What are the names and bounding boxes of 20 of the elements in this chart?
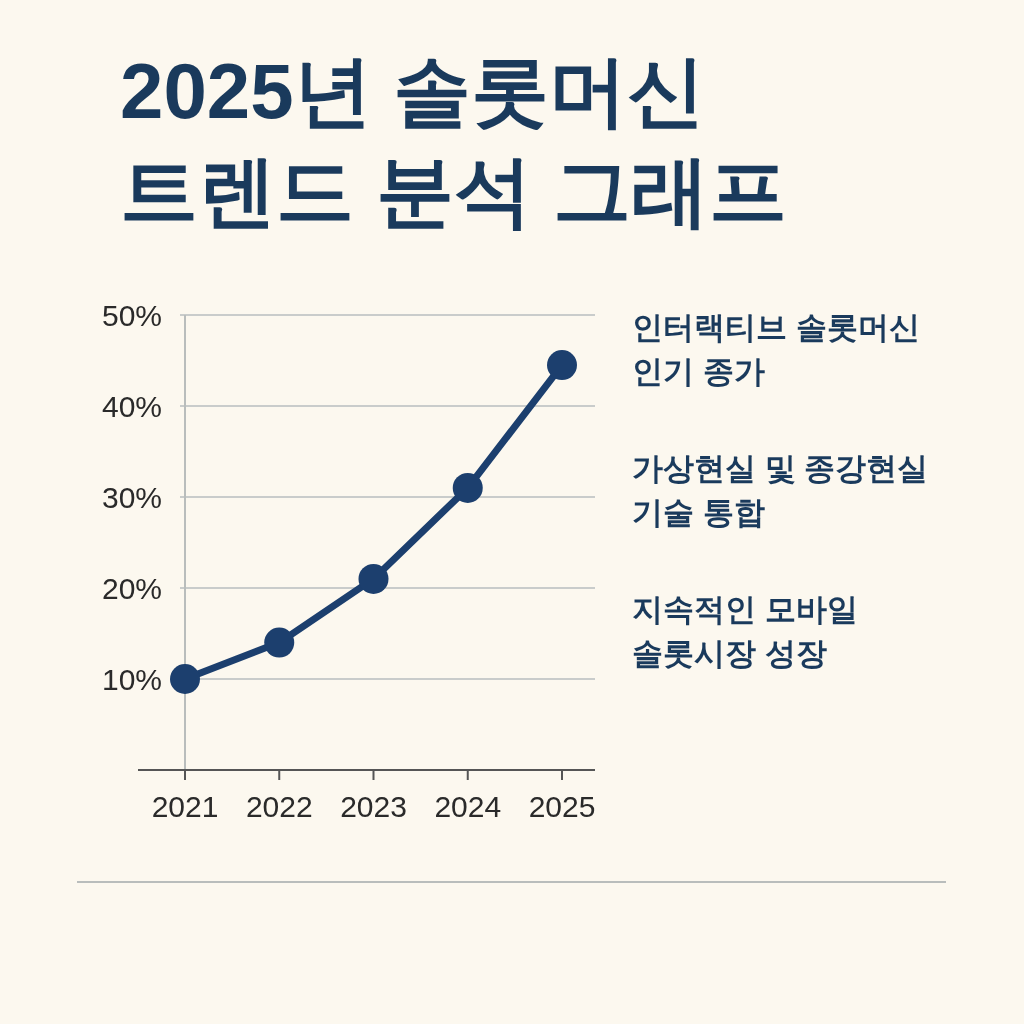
text: 인터랙티브 솔롯머신 인기 종가 (632, 310, 920, 389)
title: 트렌드 분석 그래프 (120, 147, 788, 235)
x-tick-label: 2023 (340, 789, 407, 823)
y-tick-label: 10% (101, 662, 163, 696)
point (170, 664, 200, 694)
text: 지속적인 모바일 솔롯시장 성장 (632, 592, 858, 671)
point (264, 627, 295, 658)
x-tick-label: 2021 (151, 789, 219, 823)
y-tick-label: 40% (101, 389, 163, 423)
x-tick-label: 2025 (528, 789, 596, 823)
x-tick-label: 2024 (434, 789, 502, 823)
x-tick-label: 2022 (245, 789, 313, 823)
text: 가상현실 및 종강현실 기술 통합 (632, 451, 929, 530)
y-tick-label: 20% (101, 571, 163, 605)
point (358, 563, 389, 594)
y-tick-label: 30% (101, 480, 163, 514)
y-tick-label: 50% (101, 298, 163, 332)
title: 2025년 솔롯머신 (120, 47, 706, 135)
point (452, 472, 483, 503)
point (547, 350, 577, 381)
